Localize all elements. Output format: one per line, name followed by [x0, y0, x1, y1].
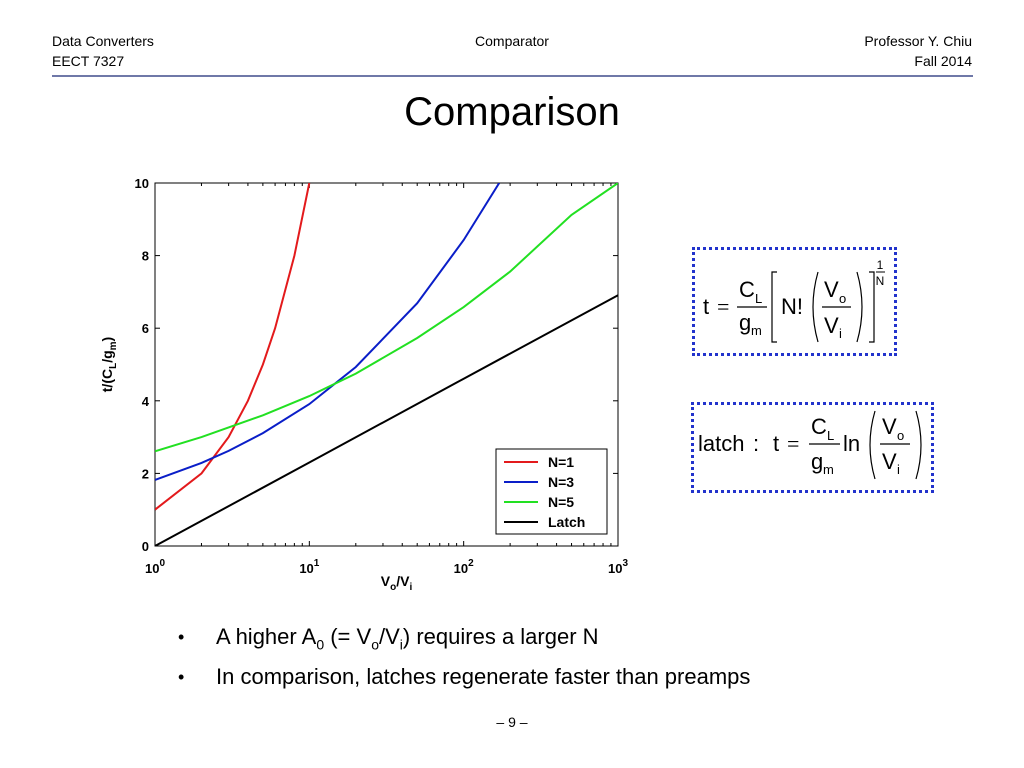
bullet1-part-b: (= V [324, 624, 372, 649]
series-line-n-5 [155, 183, 618, 453]
professor-name: Professor Y. Chiu [864, 33, 972, 49]
series-line-n-3 [155, 183, 501, 481]
series-line-latch [155, 294, 618, 546]
eq1-cl-c: C [739, 277, 755, 302]
series-line-n-1 [155, 183, 311, 511]
eq1-right-paren [856, 271, 863, 343]
eq1-vo-v: V [824, 277, 839, 302]
equation-preamp: t = C L g m N! V o V i 1 N [703, 258, 885, 343]
eq2-left-paren [869, 410, 876, 480]
eq2-vi-i: i [897, 462, 900, 477]
course-name: Data Converters [52, 33, 154, 49]
bullet-dot: • [178, 627, 185, 647]
equation-preamp-box: t = C L g m N! V o V i 1 N [692, 247, 897, 356]
eq2-gm-g: g [811, 449, 823, 474]
y-tick-label: 2 [142, 466, 149, 481]
eq1-gm-g: g [739, 310, 751, 335]
eq1-exp-num: 1 [877, 258, 884, 272]
comparison-chart: 0 2 4 6 8 10 100 101 102 103 Vo/Vi t/(CL/gm) N=1 N=3 N… [99, 176, 628, 593]
bullet-text-1: A higher A0 (= Vo/Vi) requires a larger … [216, 620, 599, 661]
bullet1-sub-i: i [399, 636, 403, 653]
bullet1-sub-0: 0 [316, 636, 325, 653]
legend-entry: N=5 [548, 494, 574, 510]
equation-latch: latch : t = C L g m ln V o V i [698, 410, 922, 480]
legend-box [495, 448, 608, 535]
eq2-t: t [773, 431, 779, 456]
eq1-cl-l: L [755, 291, 762, 306]
page-number: – 9 – [496, 714, 528, 730]
x-tick-label: 100 [145, 558, 165, 576]
y-tick-label: 6 [142, 321, 149, 336]
eq2-vi-v: V [882, 449, 897, 474]
header-rule [52, 75, 973, 77]
x-tick-label: 102 [454, 558, 474, 576]
bullet1-sub-o: o [371, 636, 379, 653]
bullet1-part-c: /V [378, 624, 400, 649]
header-right: Professor Y. Chiu Fall 2014 [864, 31, 972, 71]
eq1-nfact: N! [781, 294, 803, 319]
y-tick-label: 10 [135, 176, 149, 191]
bullet-dot: • [178, 667, 185, 687]
eq1-right-bracket [869, 271, 875, 343]
eq1-vi-i: i [839, 326, 842, 341]
header-left: Data Converters EECT 7327 [52, 31, 154, 71]
eq1-exp-den: N [876, 274, 885, 288]
eq1-left-paren [812, 271, 819, 343]
legend-entry: Latch [548, 514, 585, 530]
y-axis-label: t/(CL/gm) [99, 337, 119, 392]
eq1-vi-v: V [824, 313, 839, 338]
eq2-vo-o: o [897, 428, 904, 443]
eq2-gm-m: m [823, 462, 834, 477]
eq2-colon: : [753, 431, 759, 456]
bullet1-part-d: ) requires a larger N [402, 624, 599, 649]
x-tick-label: 101 [299, 558, 319, 576]
y-tick-label: 8 [142, 249, 149, 264]
eq2-ln: ln [843, 431, 860, 456]
eq1-gm-m: m [751, 323, 762, 338]
y-tick-label: 4 [142, 394, 150, 409]
x-axis-label: Vo/Vi [381, 573, 413, 593]
plot-frame [154, 182, 619, 547]
eq2-right-paren [915, 410, 922, 480]
header-topic: Comparator [475, 33, 549, 49]
eq1-equals: = [717, 294, 729, 319]
legend-entry: N=1 [548, 454, 574, 470]
eq2-cl-l: L [827, 428, 834, 443]
eq1-vo-o: o [839, 291, 846, 306]
x-tick-label: 103 [608, 558, 628, 576]
eq1-left-bracket [771, 271, 777, 343]
legend-entry: N=3 [548, 474, 574, 490]
eq2-latch: latch [698, 431, 744, 456]
y-tick-label: 0 [142, 539, 149, 554]
eq2-vo-v: V [882, 414, 897, 439]
equation-latch-box: latch : t = C L g m ln V o V i [691, 402, 934, 493]
slide-title: Comparison [404, 90, 620, 134]
eq1-t: t [703, 294, 709, 319]
eq2-cl-c: C [811, 414, 827, 439]
bullet-text-2: In comparison, latches regenerate faster… [216, 664, 751, 689]
course-code: EECT 7327 [52, 53, 125, 69]
semester: Fall 2014 [914, 53, 972, 69]
eq2-equals: = [787, 431, 799, 456]
bullet1-part-a: A higher A [216, 624, 317, 649]
